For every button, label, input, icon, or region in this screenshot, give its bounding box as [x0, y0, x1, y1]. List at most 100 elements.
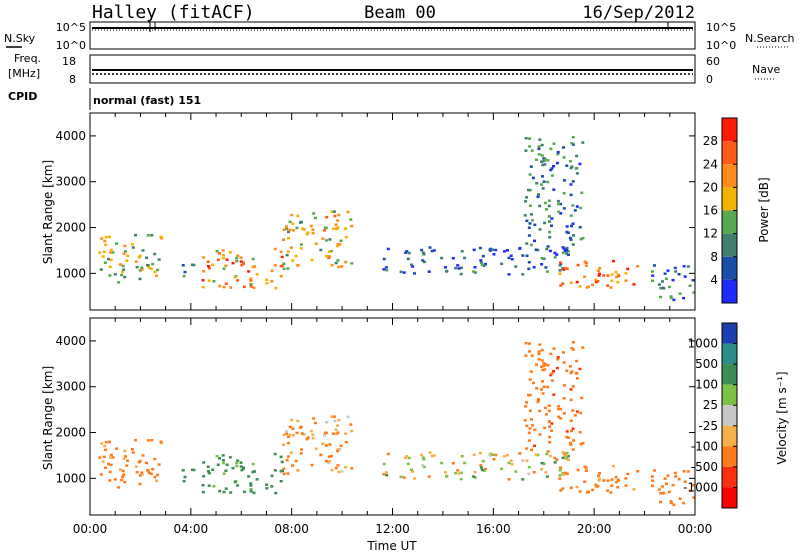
echo-cell [233, 275, 237, 279]
colorbar-swatch [722, 425, 737, 447]
echo-cell [420, 453, 424, 457]
echo-cell [537, 147, 541, 151]
echo-cell [274, 491, 278, 495]
echo-cell [547, 409, 551, 413]
echo-cell [525, 242, 529, 245]
echo-cell [311, 228, 315, 231]
echo-cell [570, 165, 574, 168]
echo-cell [211, 263, 215, 266]
echo-cell [291, 259, 295, 262]
echo-cell [330, 468, 334, 472]
echo-cell [349, 423, 353, 426]
echo-cell [235, 464, 239, 468]
echo-cell [291, 464, 295, 467]
echo-cell [578, 490, 582, 493]
echo-cell [569, 419, 573, 422]
echo-cell [569, 443, 573, 446]
echo-cell [481, 459, 485, 463]
echo-cell [527, 234, 531, 237]
echo-cell [430, 454, 434, 458]
echo-cell [549, 147, 553, 151]
echo-cell [611, 464, 615, 468]
echo-cell [683, 480, 687, 483]
echo-cell [562, 473, 566, 476]
noise-left-tick-high: 10^5 [56, 21, 86, 34]
echo-cell [578, 226, 582, 229]
echo-cell [624, 477, 628, 480]
echo-cell [532, 471, 536, 474]
echo-cell [540, 183, 543, 186]
echo-cell [329, 454, 333, 458]
echo-cell [140, 268, 144, 271]
echo-cell [104, 243, 108, 247]
echo-cell [249, 283, 253, 286]
echo-cell [527, 188, 530, 192]
echo-cell [239, 260, 243, 263]
echo-cell [479, 464, 483, 467]
colorbar-swatch [722, 446, 737, 467]
echo-cell [575, 485, 579, 489]
echo-cell [547, 204, 551, 208]
echo-cell [503, 455, 506, 458]
echo-cell [566, 436, 570, 439]
echo-cell [131, 246, 135, 249]
echo-cell [319, 248, 323, 252]
echo-cell [632, 488, 636, 491]
echo-cell [478, 246, 482, 250]
echo-cell [626, 267, 630, 271]
echo-cell [569, 238, 573, 241]
echo-cell [102, 250, 106, 254]
time-tick-label: 00:00 [73, 522, 108, 536]
echo-cell [135, 265, 139, 269]
echo-cell [156, 473, 160, 477]
echo-cell [571, 409, 575, 412]
echo-cell [536, 400, 540, 404]
echo-cell [545, 413, 548, 416]
echo-cell [480, 263, 484, 267]
echo-cell [678, 292, 682, 295]
echo-cell [291, 222, 295, 225]
echo-cell [529, 370, 533, 373]
echo-cell [406, 257, 410, 261]
echo-cell [332, 415, 336, 418]
echo-cell [550, 174, 554, 177]
echo-cell [591, 488, 594, 492]
echo-cell [292, 434, 295, 437]
echo-cell [337, 418, 341, 422]
colorbar-tick-label: -25 [698, 419, 718, 433]
echo-cell [130, 243, 134, 246]
echo-cell [335, 227, 339, 231]
echo-cell [535, 158, 538, 161]
colorbar-swatch [722, 323, 737, 344]
echo-cell [111, 251, 115, 254]
echo-cell [221, 454, 225, 457]
echo-cell [632, 283, 636, 286]
echo-cell [406, 462, 410, 466]
cpid-label: CPID [8, 90, 37, 103]
echo-cell [671, 278, 675, 282]
echo-cell [344, 235, 348, 239]
echo-cell [688, 284, 692, 287]
echo-cell [181, 469, 185, 472]
echo-cell [222, 490, 226, 494]
echo-cell [521, 254, 525, 257]
echo-cell [540, 160, 544, 163]
echo-cell [344, 227, 347, 230]
echo-cell [510, 463, 514, 466]
echo-cell [432, 249, 436, 252]
echo-cell [562, 452, 566, 455]
echo-cell [120, 478, 124, 482]
time-tick-label: 16:00 [476, 522, 511, 536]
echo-cell [282, 472, 286, 476]
noise-right-tick-high: 10^5 [706, 21, 736, 34]
echo-cell [556, 199, 560, 203]
echo-cell [529, 243, 533, 247]
echo-cell [578, 431, 582, 434]
echo-cell [399, 270, 403, 274]
echo-cell [222, 461, 225, 465]
echo-cell [565, 164, 569, 167]
echo-cell [579, 442, 583, 446]
echo-cell [404, 456, 408, 459]
echo-cell [328, 460, 331, 463]
echo-cell [672, 503, 676, 507]
